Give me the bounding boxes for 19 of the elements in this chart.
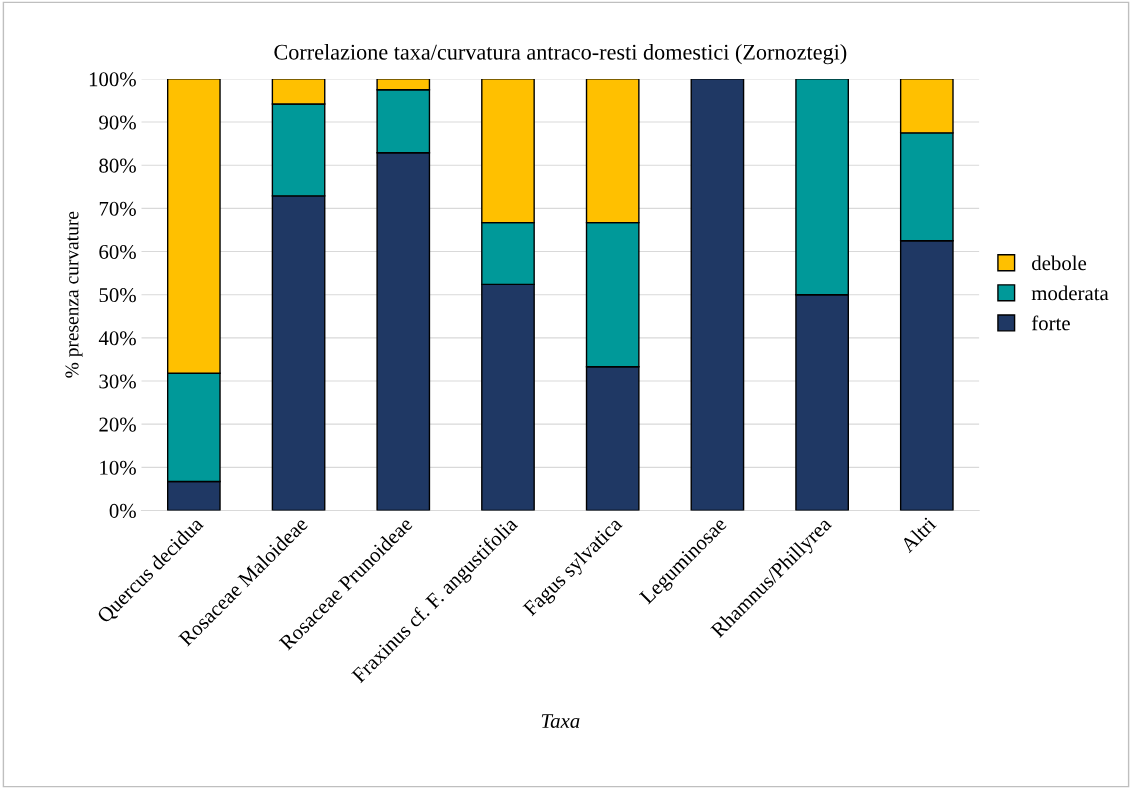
y-tick-label: 50% [99,288,136,303]
legend-label: debole [1032,255,1087,271]
x-axis-title: Taxa [541,714,580,728]
legend-label: forte [1031,315,1070,331]
y-axis-title: % presenza curvature [65,211,83,378]
y-tick-label: 70% [99,201,136,216]
y-tick-label: 40% [98,331,136,346]
legend-label: moderata [1031,285,1109,301]
bar [690,78,745,511]
y-tick-label: 90% [99,115,136,130]
chart-title: Correlazione taxa/curvatura antraco-resti domestici (Zornoztegi) [274,44,847,65]
y-tick-label: 80% [99,158,136,173]
y-tick-label: 100% [89,72,136,87]
x-tick-label: Altri [899,515,937,554]
y-tick-label: 60% [99,244,136,260]
y-tick-label: 0% [109,503,136,518]
y-tick-label: 20% [99,417,136,432]
y-tick-label: 10% [100,460,136,475]
y-tick-label: 30% [99,374,136,389]
